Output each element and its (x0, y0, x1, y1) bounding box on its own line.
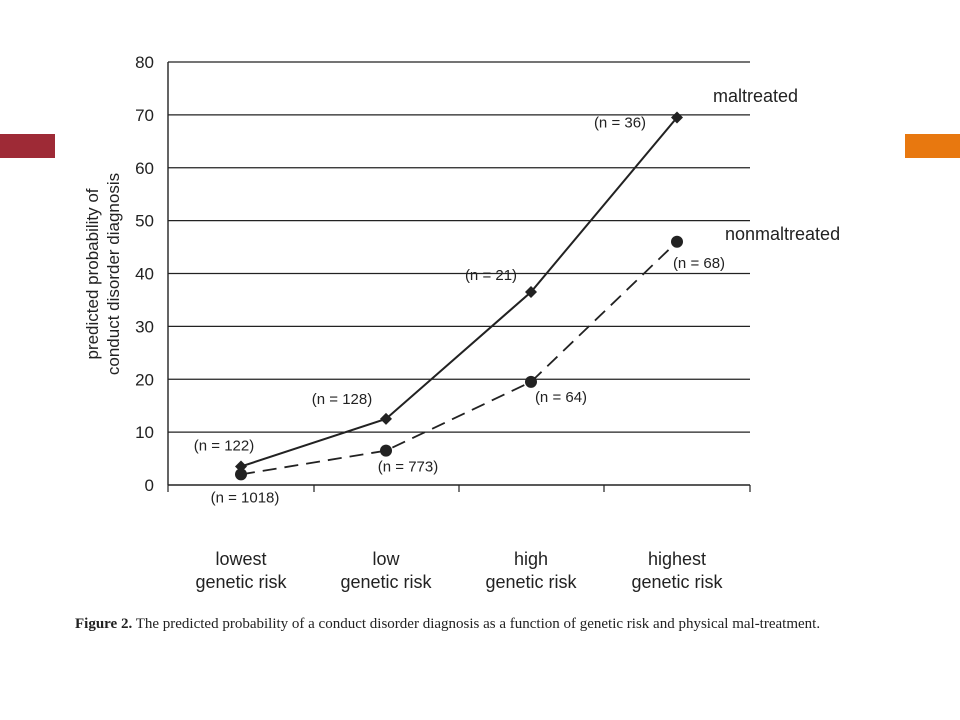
n-label: (n = 36) (594, 115, 646, 132)
n-label: (n = 1018) (211, 489, 280, 506)
x-category-label: highest genetic risk (631, 549, 723, 592)
series-line-maltreated (240, 116, 678, 468)
accent-bar-right (905, 134, 960, 158)
n-label: (n = 21) (465, 267, 517, 284)
y-tick-label: 10 (135, 423, 154, 442)
x-category-label: lowest genetic risk (195, 549, 287, 592)
data-point-maltreated (525, 286, 537, 299)
series-line-nonmaltreated (240, 241, 678, 476)
n-label: (n = 128) (312, 391, 372, 408)
y-tick-label: 0 (145, 476, 154, 495)
n-label: (n = 773) (378, 459, 438, 476)
y-tick-label: 60 (135, 159, 154, 178)
accent-bar-left (0, 134, 55, 158)
data-point-maltreated (380, 412, 392, 425)
n-label: (n = 68) (673, 255, 725, 272)
x-category-label: low genetic risk (340, 549, 432, 592)
y-tick-label: 30 (135, 317, 154, 336)
caption-label: Figure 2. (75, 616, 133, 632)
y-tick-label: 50 (135, 212, 154, 231)
data-point-maltreated (671, 111, 683, 124)
y-axis-label: predicted probability of conduct disorder… (83, 173, 123, 375)
figure-caption: Figure 2. The predicted probability of a… (75, 614, 865, 634)
data-point-nonmaltreated (235, 468, 247, 481)
y-tick-label: 20 (135, 370, 154, 389)
data-point-nonmaltreated (525, 375, 537, 388)
data-point-nonmaltreated (671, 235, 683, 248)
data-point-nonmaltreated (380, 444, 392, 457)
y-tick-label: 80 (135, 53, 154, 72)
n-label: (n = 122) (194, 437, 254, 454)
caption-text: The predicted probability of a conduct d… (135, 616, 821, 632)
y-tick-label: 40 (135, 265, 154, 284)
series-label-nonmaltreated: nonmaltreated (725, 224, 840, 244)
n-label: (n = 64) (535, 389, 587, 406)
y-tick-label: 70 (135, 106, 154, 125)
series-label-maltreated: maltreated (713, 86, 798, 106)
x-category-label: high genetic risk (485, 549, 577, 592)
